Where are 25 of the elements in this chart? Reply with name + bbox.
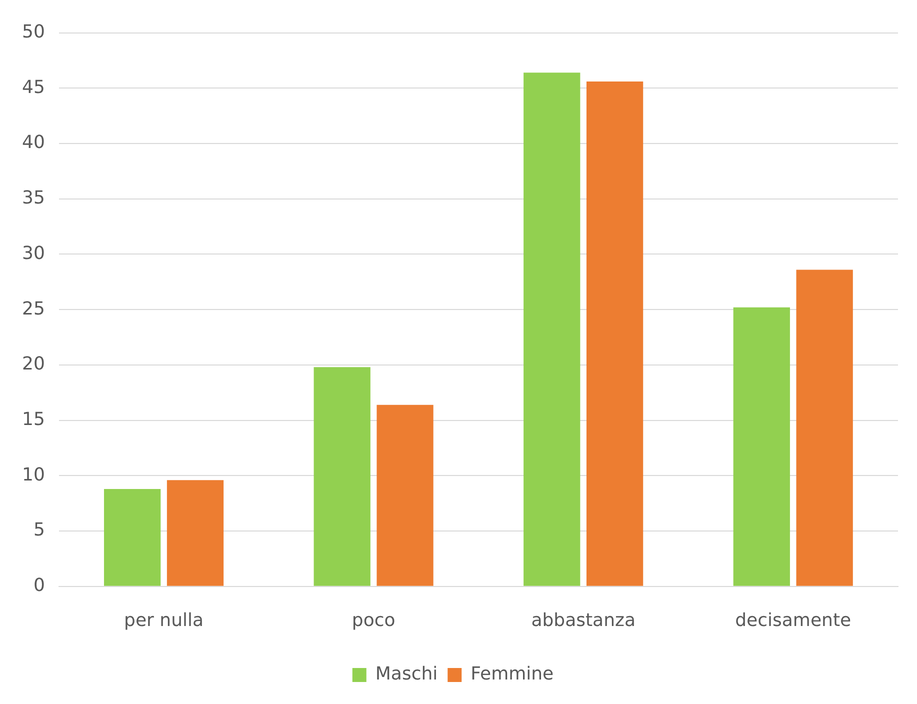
x-tick-label: per nulla	[124, 610, 204, 631]
legend-label: Femmine	[470, 664, 554, 685]
y-tick-label: 45	[22, 76, 45, 98]
y-tick-label: 50	[22, 21, 45, 42]
x-tick-label: poco	[352, 610, 396, 631]
bar	[586, 82, 644, 586]
y-tick-label: 30	[22, 242, 45, 264]
y-tick-label: 10	[22, 464, 45, 486]
bar	[314, 367, 370, 586]
y-tick-label: 35	[22, 188, 45, 209]
y-tick-label: 20	[22, 354, 45, 375]
bar	[104, 488, 161, 586]
bar	[524, 72, 580, 586]
bar	[733, 307, 790, 586]
x-tick-label: abbastanza	[531, 610, 636, 631]
x-tick-label: decisamente	[735, 610, 852, 631]
y-tick-label: 5	[33, 520, 45, 541]
bar	[166, 480, 224, 586]
legend-label: Maschi	[375, 664, 438, 685]
y-tick-label: 0	[33, 575, 45, 596]
y-tick-label: 40	[22, 132, 45, 154]
y-tick-label: 15	[22, 408, 45, 430]
bar	[376, 404, 434, 586]
y-tick-label: 25	[22, 298, 45, 320]
bar	[796, 270, 853, 586]
